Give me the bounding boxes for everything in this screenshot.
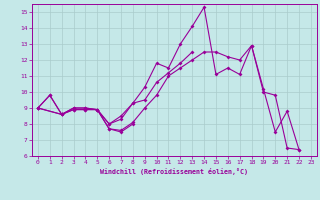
X-axis label: Windchill (Refroidissement éolien,°C): Windchill (Refroidissement éolien,°C) bbox=[100, 168, 248, 175]
